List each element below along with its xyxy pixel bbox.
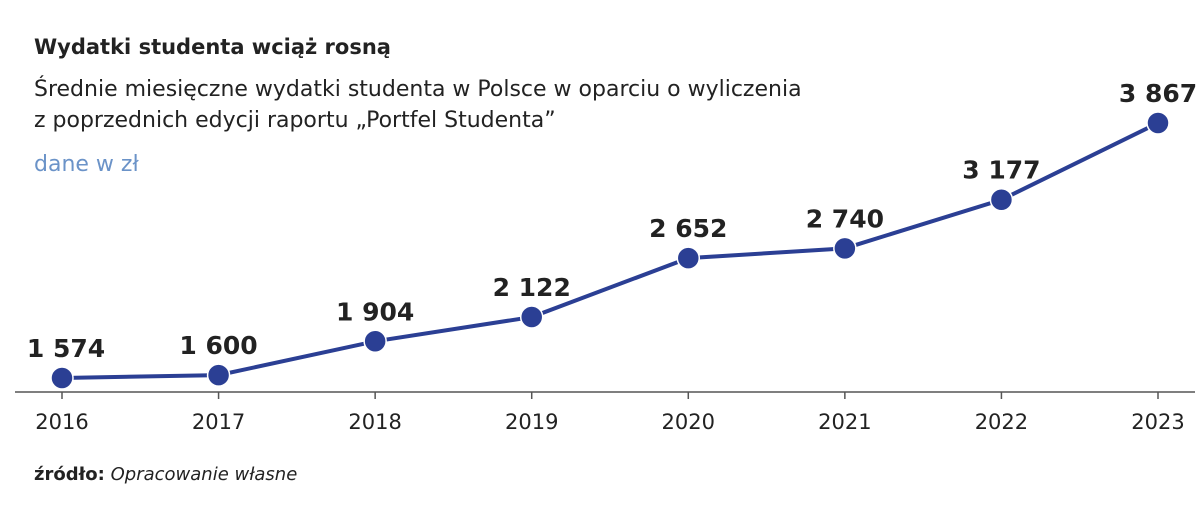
x-tick-label: 2022 <box>975 410 1028 434</box>
value-label: 2 740 <box>806 204 884 233</box>
line <box>61 121 1159 380</box>
point <box>206 363 231 387</box>
chart-subtitle: z poprzednich edycji raportu „Portfel St… <box>34 108 556 133</box>
x-tick-label: 2019 <box>505 410 558 434</box>
point <box>989 187 1014 212</box>
chart-subtitle: Średnie miesięczne wydatki studenta w Po… <box>34 76 802 102</box>
value-label: 1 600 <box>179 331 257 360</box>
point <box>676 246 701 270</box>
point <box>50 366 74 390</box>
point <box>833 236 857 261</box>
source: źródło: Opracowanie własne <box>34 464 297 485</box>
x-tick-label: 2020 <box>662 410 715 434</box>
point <box>1146 111 1170 135</box>
x-tick-label: 2016 <box>35 410 88 434</box>
source-text: Opracowanie własne <box>111 464 298 485</box>
x-tick-label: 2023 <box>1131 410 1184 434</box>
x-tick-label: 2017 <box>192 410 245 434</box>
value-label: 1 574 <box>27 334 105 363</box>
value-label: 2 122 <box>493 273 571 302</box>
x-tick-label: 2018 <box>348 410 401 434</box>
value-label: 3 177 <box>962 156 1040 185</box>
chart-title: Wydatki studenta wciąż rosną <box>34 35 391 59</box>
source-label: źródło: <box>34 464 105 485</box>
value-label: 3 867 <box>1119 79 1197 108</box>
unit-label: dane w zł <box>34 152 139 177</box>
value-label: 1 904 <box>336 297 414 326</box>
point <box>363 329 387 354</box>
x-tick-label: 2021 <box>818 410 871 434</box>
value-label: 2 652 <box>649 214 727 243</box>
point <box>519 305 544 329</box>
